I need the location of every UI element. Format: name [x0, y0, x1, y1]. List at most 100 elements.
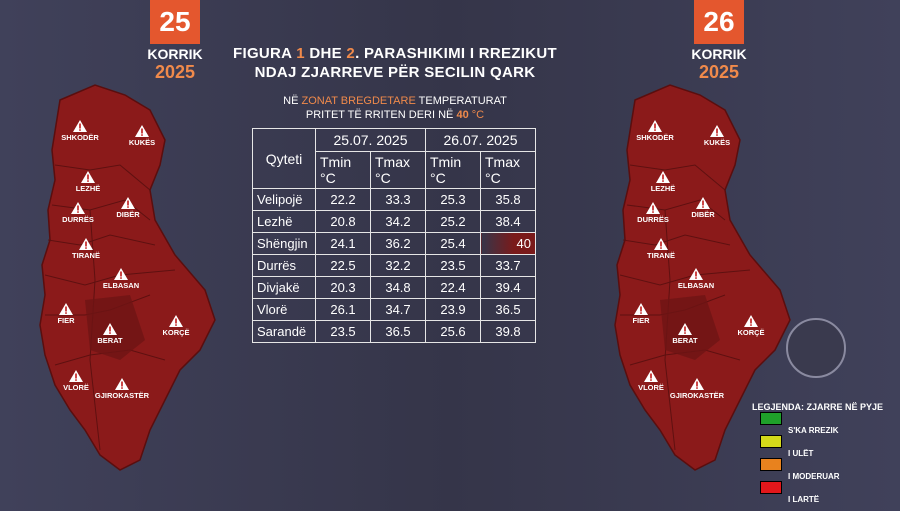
region-label: VLORË — [638, 383, 664, 392]
warning-icon — [169, 314, 183, 327]
region-label: KORÇË — [737, 328, 765, 337]
temp-cell: 34.2 — [370, 210, 426, 233]
warning-icon — [81, 170, 95, 183]
table-row: Velipojë 22.2 33.3 25.3 35.8 — [252, 188, 536, 211]
temp-cell: 33.7 — [480, 254, 536, 277]
legend-swatch — [760, 481, 782, 494]
warning-icon — [69, 369, 83, 382]
warning-icon — [744, 314, 758, 327]
table-row: Shëngjin 24.1 36.2 25.4 40 — [252, 232, 536, 255]
warning-icon — [114, 267, 128, 280]
date2-header: 26.07. 2025 — [425, 128, 536, 152]
temp-cell: 25.3 — [425, 188, 481, 211]
temp-cell: 39.8 — [480, 320, 536, 343]
warning-icon — [656, 170, 670, 183]
region-label: ELBASAN — [677, 281, 715, 290]
region-label: SHKODËR — [61, 133, 99, 142]
month-right: KORRIK — [691, 46, 747, 62]
table-row: Sarandë 23.5 36.5 25.6 39.8 — [252, 320, 536, 343]
legend-swatch — [760, 412, 782, 425]
temperature-table: Qyteti 25.07. 2025 26.07. 2025 Tmin °C T… — [252, 128, 536, 343]
month-left: KORRIK — [147, 46, 203, 62]
temp-cell: 22.4 — [425, 276, 481, 299]
region-label: FIER — [57, 316, 75, 325]
region-label: GJIROKASTËR — [669, 391, 725, 400]
legend-label: S'KA RREZIK — [788, 426, 839, 435]
region-label: FIER — [632, 316, 650, 325]
region-label: DURRËS — [62, 215, 94, 224]
albania-map-left — [39, 84, 216, 471]
region-label: SHKODËR — [636, 133, 674, 142]
region-label: TIRANË — [647, 251, 675, 260]
legend-label: I LARTË — [788, 495, 820, 504]
warning-icon — [644, 369, 658, 382]
warning-icon — [696, 196, 710, 209]
tmax-header: Tmax °C — [480, 151, 536, 189]
temp-cell: 36.2 — [370, 232, 426, 255]
temp-cell: 25.2 — [425, 210, 481, 233]
temp-cell: 20.8 — [315, 210, 371, 233]
city-cell: Divjakë — [252, 276, 316, 299]
warning-icon — [646, 201, 660, 214]
temp-cell: 33.3 — [370, 188, 426, 211]
temp-cell: 26.1 — [315, 298, 371, 321]
warning-icon — [634, 302, 648, 315]
tmax-header: Tmax °C — [370, 151, 426, 189]
warning-icon — [135, 124, 149, 137]
temp-cell: 36.5 — [370, 320, 426, 343]
city-cell: Velipojë — [252, 188, 316, 211]
region-label: TIRANË — [72, 251, 100, 260]
region-label: KUKËS — [703, 138, 731, 147]
table-row: Vlorë 26.1 34.7 23.9 36.5 — [252, 298, 536, 321]
city-cell: Vlorë — [252, 298, 316, 321]
year-right: 2025 — [698, 62, 740, 82]
temp-cell: 22.2 — [315, 188, 371, 211]
warning-icon — [654, 237, 668, 250]
temp-cell: 39.4 — [480, 276, 536, 299]
legend-title: LEGJENDA: ZJARRE NË PYJE — [752, 402, 884, 412]
legend-label: I ULËT — [788, 449, 814, 458]
table-row: Lezhë 20.8 34.2 25.2 38.4 — [252, 210, 536, 233]
table-row: Divjakë 20.3 34.8 22.4 39.4 — [252, 276, 536, 299]
warning-icon — [710, 124, 724, 137]
city-header: Qyteti — [252, 128, 316, 189]
temp-cell: 25.4 — [425, 232, 481, 255]
warning-icon — [71, 201, 85, 214]
subtitle-note: NË ZONAT BREGDETARE TEMPERATURAT PRITET … — [283, 95, 507, 121]
temp-cell: 36.5 — [480, 298, 536, 321]
warning-icon — [648, 119, 662, 132]
temp-cell: 40 — [480, 232, 536, 255]
region-label: DURRËS — [637, 215, 669, 224]
legend-swatch — [760, 458, 782, 471]
legend-label: I MODERUAR — [788, 472, 840, 481]
temp-cell: 25.6 — [425, 320, 481, 343]
warning-icon — [121, 196, 135, 209]
albania-map-right — [614, 84, 791, 471]
region-label: KORÇË — [162, 328, 190, 337]
tmin-header: Tmin °C — [425, 151, 481, 189]
temp-cell: 23.9 — [425, 298, 481, 321]
day-badge-left: 25 — [150, 0, 200, 44]
temp-cell: 23.5 — [315, 320, 371, 343]
warning-icon — [103, 322, 117, 335]
city-cell: Lezhë — [252, 210, 316, 233]
temp-cell: 34.8 — [370, 276, 426, 299]
legend-swatch — [760, 435, 782, 448]
region-label: BERAT — [97, 336, 123, 345]
warning-icon — [73, 119, 87, 132]
table-row: Durrës 22.5 32.2 23.5 33.7 — [252, 254, 536, 277]
warning-icon — [690, 377, 704, 390]
warning-icon — [689, 267, 703, 280]
region-label: BERAT — [672, 336, 698, 345]
year-left: 2025 — [154, 62, 196, 82]
temp-cell: 23.5 — [425, 254, 481, 277]
city-cell: Sarandë — [252, 320, 316, 343]
city-cell: Shëngjin — [252, 232, 316, 255]
warning-icon — [59, 302, 73, 315]
region-label: VLORË — [63, 383, 89, 392]
city-cell: Durrës — [252, 254, 316, 277]
temp-cell: 24.1 — [315, 232, 371, 255]
temp-cell: 34.7 — [370, 298, 426, 321]
region-label: LEZHË — [75, 184, 101, 193]
temp-cell: 32.2 — [370, 254, 426, 277]
